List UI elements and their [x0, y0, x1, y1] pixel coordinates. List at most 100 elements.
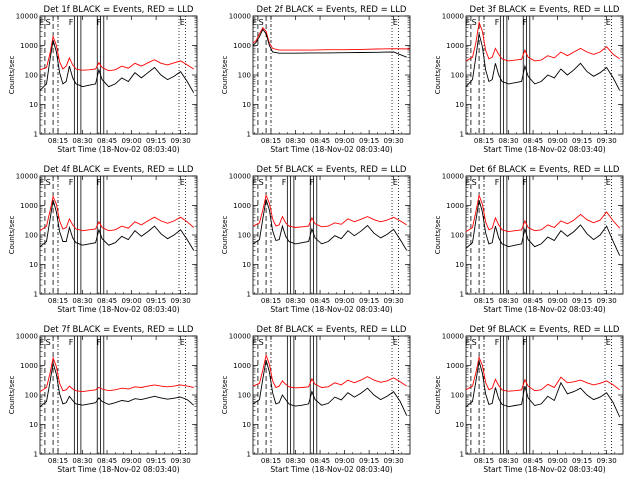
x-tick-label: 09:00 [334, 137, 354, 145]
y-tick-label: 100 [25, 72, 38, 80]
y-tick-label: 10 [455, 261, 464, 269]
x-tick-label: 09:30 [597, 297, 617, 305]
x-tick-label: 08:15 [48, 297, 68, 305]
y-axis-label: Counts/sec [434, 216, 442, 255]
y-tick-label: 10000 [442, 333, 464, 341]
x-axis-label: Start Time (18-Nov-02 08:03:40) [483, 305, 605, 314]
x-tick-label: 08:30 [285, 137, 305, 145]
events-series-line [465, 361, 621, 418]
x-tick-label: 08:45 [310, 457, 330, 465]
y-tick-label: 10000 [229, 333, 251, 341]
x-tick-label: 08:15 [474, 297, 494, 305]
x-tick-label: 08:45 [97, 457, 117, 465]
x-tick-label: 08:15 [261, 457, 281, 465]
y-tick-label: 100 [451, 232, 464, 240]
region-label: F [282, 178, 287, 187]
x-tick-label: 09:15 [146, 297, 166, 305]
y-axis-label: Counts/sec [221, 376, 229, 415]
y-tick-label: 10 [242, 261, 251, 269]
x-tick-label: 08:15 [48, 457, 68, 465]
x-tick-label: 09:15 [572, 297, 592, 305]
x-tick-label: 09:15 [572, 137, 592, 145]
y-tick-label: 1000 [233, 362, 251, 370]
y-tick-label: 1000 [233, 202, 251, 210]
y-tick-label: 1000 [233, 42, 251, 50]
x-tick-label: 09:15 [146, 137, 166, 145]
y-tick-label: 100 [238, 72, 251, 80]
y-tick-label: 1 [460, 131, 464, 139]
x-axis-label: Start Time (18-Nov-02 08:03:40) [270, 145, 392, 154]
x-axis-label: Start Time (18-Nov-02 08:03:40) [57, 465, 179, 474]
x-tick-label: 09:15 [359, 137, 379, 145]
x-tick-label: 08:15 [261, 297, 281, 305]
region-label: E [465, 178, 470, 187]
y-tick-label: 1000 [20, 202, 38, 210]
lld-series-line [465, 193, 621, 233]
x-tick-label: 08:45 [523, 297, 543, 305]
y-tick-label: 10 [455, 421, 464, 429]
panel-title: Det 7f BLACK = Events, RED = LLD [44, 325, 194, 335]
region-label: E [393, 338, 398, 347]
region-label: S [46, 18, 51, 27]
x-axis-label: Start Time (18-Nov-02 08:03:40) [57, 305, 179, 314]
x-tick-label: 09:15 [359, 297, 379, 305]
region-label: F [310, 178, 315, 187]
x-tick-label: 08:30 [498, 297, 518, 305]
y-tick-label: 10000 [442, 13, 464, 21]
panel-det-9: Det 9f BLACK = Events, RED = LLD 1 10 100 10… [434, 325, 624, 474]
panel-det-7: Det 7f BLACK = Events, RED = LLD 1 10 100 10… [8, 325, 198, 474]
region-label: E [180, 338, 185, 347]
region-label: S [472, 338, 477, 347]
y-tick-label: 100 [451, 392, 464, 400]
y-axis-label: Counts/sec [434, 56, 442, 95]
x-axis-label: Start Time (18-Nov-02 08:03:40) [57, 145, 179, 154]
region-label: E [252, 338, 257, 347]
x-tick-label: 09:00 [334, 297, 354, 305]
region-label: S [46, 178, 51, 187]
y-tick-label: 10 [242, 101, 251, 109]
region-label: E [252, 178, 257, 187]
region-label: E [465, 338, 470, 347]
y-tick-label: 10 [29, 421, 38, 429]
x-tick-label: 09:30 [597, 137, 617, 145]
y-axis-label: Counts/sec [221, 216, 229, 255]
events-series-line [252, 199, 408, 251]
panel-det-5: Det 5f BLACK = Events, RED = LLD 1 10 100 10… [221, 165, 411, 314]
y-tick-label: 100 [451, 72, 464, 80]
region-label: S [472, 178, 477, 187]
x-tick-label: 09:15 [359, 457, 379, 465]
x-tick-label: 09:30 [384, 457, 404, 465]
x-tick-label: 08:15 [474, 137, 494, 145]
x-tick-label: 09:30 [597, 457, 617, 465]
panel-det-4: Det 4f BLACK = Events, RED = LLD 1 10 100 10… [8, 165, 198, 314]
y-tick-label: 1 [34, 451, 38, 459]
panel-title: Det 3f BLACK = Events, RED = LLD [470, 5, 620, 15]
x-tick-label: 08:30 [285, 297, 305, 305]
y-tick-label: 10 [455, 101, 464, 109]
y-tick-label: 10 [242, 421, 251, 429]
plot-frame [465, 335, 624, 455]
x-tick-label: 09:00 [547, 457, 567, 465]
events-series-line [252, 360, 408, 416]
panel-title: Det 9f BLACK = Events, RED = LLD [470, 325, 620, 335]
y-axis-label: Counts/sec [8, 376, 16, 415]
x-tick-label: 08:30 [498, 137, 518, 145]
region-label: S [46, 338, 51, 347]
panel-title: Det 5f BLACK = Events, RED = LLD [257, 165, 407, 175]
x-tick-label: 08:45 [97, 297, 117, 305]
y-tick-label: 10000 [229, 13, 251, 21]
x-tick-label: 09:15 [146, 457, 166, 465]
region-label: F [495, 178, 500, 187]
region-label: E [180, 178, 185, 187]
events-series-line [39, 40, 195, 94]
region-label: E [39, 18, 44, 27]
x-tick-label: 08:30 [72, 297, 92, 305]
panel-det-3: Det 3f BLACK = Events, RED = LLD 1 10 100 10… [434, 5, 624, 154]
region-label: E [606, 18, 611, 27]
region-label: S [259, 178, 264, 187]
y-tick-label: 1 [34, 131, 38, 139]
region-label: S [472, 18, 477, 27]
region-label: F [523, 338, 528, 347]
lld-series-line [252, 26, 411, 51]
region-label: F [69, 178, 74, 187]
